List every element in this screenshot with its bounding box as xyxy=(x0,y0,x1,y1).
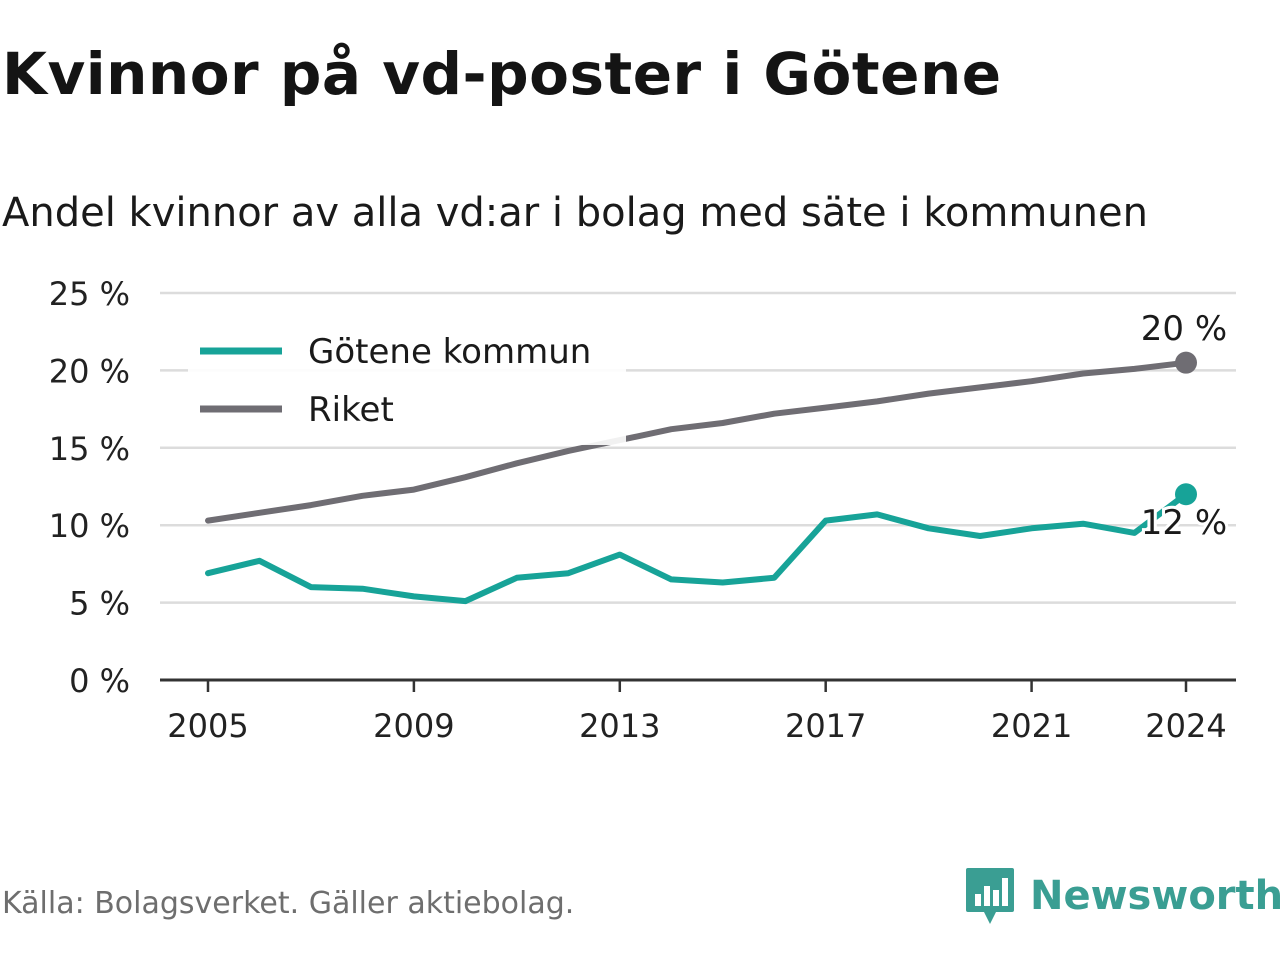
line-chart: 0 % 5 % 10 % 15 % 20 % 25 % 2005 2009 2013 2017 20… xyxy=(49,275,1236,745)
chart-title: Kvinnor på vd-poster i Götene xyxy=(2,40,1002,108)
legend-label-riket: Riket xyxy=(308,390,394,430)
y-tick-label: 15 % xyxy=(49,430,130,468)
series-line-g-tene-kommun xyxy=(205,491,1189,605)
x-tick-label: 2013 xyxy=(579,707,660,745)
x-tick-label: 2017 xyxy=(785,707,866,745)
y-tick-label: 20 % xyxy=(49,352,130,390)
brand-logo: Newsworthy xyxy=(964,864,1280,928)
brand-name: Newsworthy xyxy=(1030,873,1280,919)
y-tick-label: 25 % xyxy=(49,275,130,313)
x-tick-label: 2024 xyxy=(1145,707,1226,745)
y-tick-label: 5 % xyxy=(69,585,130,623)
y-tick-label: 10 % xyxy=(49,507,130,545)
x-tick-label: 2021 xyxy=(991,707,1072,745)
legend-label-g-tene-kommun: Götene kommun xyxy=(308,332,591,372)
newsworthy-icon xyxy=(966,868,1014,924)
chart-subtitle: Andel kvinnor av alla vd:ar i bolag med … xyxy=(2,190,1148,236)
legend-background xyxy=(188,327,626,445)
end-label-gotene: 12 % xyxy=(1141,503,1227,543)
legend: Götene kommun Riket xyxy=(188,327,626,445)
label-layer: 12 % 20 % xyxy=(1138,306,1230,546)
series-line-riket xyxy=(205,359,1189,524)
y-tick-label: 0 % xyxy=(69,662,130,700)
source-note: Källa: Bolagsverket. Gäller aktiebolag. xyxy=(2,886,575,921)
x-tick-label: 2009 xyxy=(373,707,454,745)
series-end-marker-riket xyxy=(1175,351,1197,374)
x-tick-label: 2005 xyxy=(167,707,248,745)
series-end-marker-g-tene-kommun xyxy=(1175,483,1197,506)
series-layer xyxy=(205,351,1197,605)
end-label-riket: 20 % xyxy=(1141,309,1227,349)
